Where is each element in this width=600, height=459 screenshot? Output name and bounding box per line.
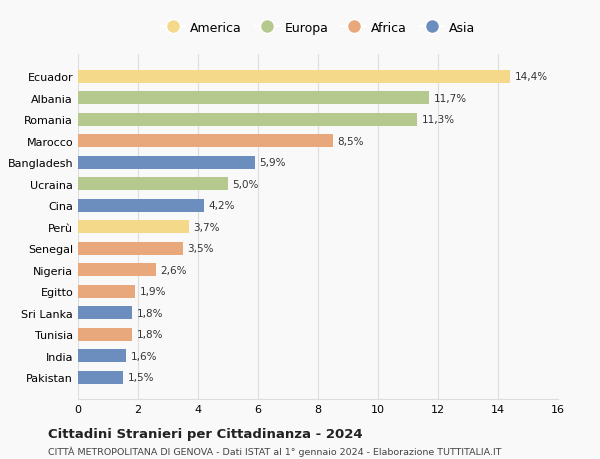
Text: 3,5%: 3,5% xyxy=(187,244,214,254)
Legend: America, Europa, Africa, Asia: America, Europa, Africa, Asia xyxy=(155,17,481,39)
Text: 8,5%: 8,5% xyxy=(337,136,364,146)
Text: 1,5%: 1,5% xyxy=(128,372,154,382)
Text: 1,6%: 1,6% xyxy=(131,351,157,361)
Text: Cittadini Stranieri per Cittadinanza - 2024: Cittadini Stranieri per Cittadinanza - 2… xyxy=(48,427,362,440)
Text: 1,8%: 1,8% xyxy=(137,308,163,318)
Bar xyxy=(78,221,189,234)
Text: 14,4%: 14,4% xyxy=(515,72,548,82)
Text: CITTÀ METROPOLITANA DI GENOVA - Dati ISTAT al 1° gennaio 2024 - Elaborazione TUT: CITTÀ METROPOLITANA DI GENOVA - Dati IST… xyxy=(48,445,502,456)
Bar xyxy=(78,92,429,105)
Text: 1,8%: 1,8% xyxy=(137,330,163,339)
Text: 2,6%: 2,6% xyxy=(161,265,187,275)
Text: 11,3%: 11,3% xyxy=(422,115,455,125)
Bar xyxy=(78,371,123,384)
Bar xyxy=(78,71,510,84)
Bar xyxy=(78,285,135,298)
Bar xyxy=(78,113,417,127)
Bar xyxy=(78,328,132,341)
Text: 1,9%: 1,9% xyxy=(139,286,166,297)
Bar xyxy=(78,349,126,362)
Text: 3,7%: 3,7% xyxy=(193,222,220,232)
Bar xyxy=(78,263,156,276)
Bar xyxy=(78,242,183,255)
Bar xyxy=(78,199,204,212)
Bar xyxy=(78,135,333,148)
Bar xyxy=(78,157,255,169)
Text: 5,0%: 5,0% xyxy=(233,179,259,189)
Text: 4,2%: 4,2% xyxy=(209,201,235,211)
Text: 11,7%: 11,7% xyxy=(433,94,467,104)
Text: 5,9%: 5,9% xyxy=(260,158,286,168)
Bar xyxy=(78,178,228,191)
Bar xyxy=(78,307,132,319)
